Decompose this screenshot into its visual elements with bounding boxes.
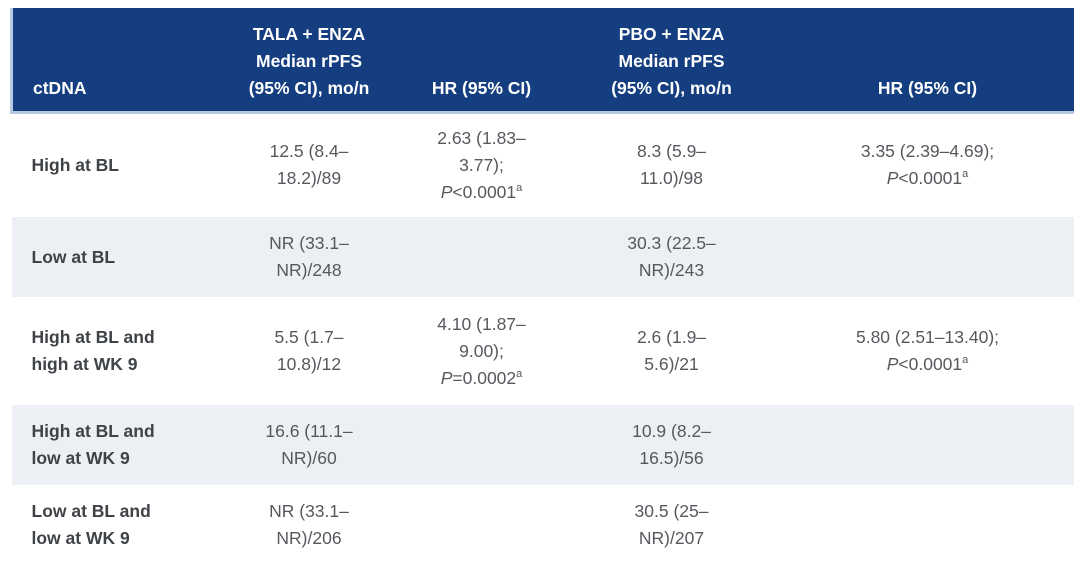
header-pbo-hr: HR (95% CI) (781, 8, 1074, 114)
tala-hr-cell: 4.10 (1.87– 9.00); P=0.0002a (437, 313, 526, 388)
header-pbo-median: PBO + ENZA Median rPFS (95% CI), mo/n (561, 8, 782, 114)
row-label: High at BL (31, 154, 120, 175)
row-label: Low at BL (31, 246, 116, 267)
pbo-median-cell: 2.6 (1.9– 5.6)/21 (636, 327, 707, 374)
pbo-median-cell: 30.3 (22.5– NR)/243 (627, 233, 716, 280)
tala-hr-cell (402, 405, 562, 485)
header-pbo-line1: PBO + ENZA (618, 23, 725, 44)
tala-hr-cell (402, 217, 562, 297)
header-tala-hr: HR (95% CI) (401, 8, 562, 114)
tala-median-cell: NR (33.1– NR)/248 (269, 233, 349, 280)
header-tala-median: TALA + ENZA Median rPFS (95% CI), mo/n (216, 8, 402, 114)
header-tala-line2: Median rPFS (256, 50, 362, 71)
table-row-low-bl-low-wk9: Low at BL and low at WK 9 NR (33.1– NR)/… (12, 485, 1074, 565)
table-row-high-at-bl: High at BL 12.5 (8.4– 18.2)/89 2.63 (1.8… (12, 112, 1074, 217)
table-row-low-at-bl: Low at BL NR (33.1– NR)/248 30.3 (22.5– … (11, 217, 1074, 297)
row-label: High at BL and high at WK 9 (31, 327, 155, 374)
pbo-hr-cell (782, 217, 1074, 297)
pbo-hr-cell: 3.35 (2.39–4.69); P<0.0001a (860, 141, 995, 189)
ctdna-rpfs-table-container: ctDNA TALA + ENZA Median rPFS (95% CI), … (10, 8, 1074, 565)
header-pbo-line3: (95% CI), mo/n (611, 77, 732, 98)
table-row-high-bl-high-wk9: High at BL and high at WK 9 5.5 (1.7– 10… (12, 297, 1074, 405)
tala-median-cell: 5.5 (1.7– 10.8)/12 (274, 327, 344, 374)
header-tala-line1: TALA + ENZA (252, 23, 366, 44)
tala-median-cell: 12.5 (8.4– 18.2)/89 (269, 141, 349, 189)
tala-median-cell: NR (33.1– NR)/206 (269, 501, 349, 548)
header-tala-line3: (95% CI), mo/n (248, 77, 370, 98)
header-row: ctDNA TALA + ENZA Median rPFS (95% CI), … (10, 8, 1074, 114)
header-ctdna: ctDNA (10, 8, 217, 114)
pbo-median-cell: 30.5 (25– NR)/207 (634, 501, 709, 548)
table-header: ctDNA TALA + ENZA Median rPFS (95% CI), … (10, 8, 1074, 114)
pbo-hr-cell (782, 485, 1074, 565)
tala-median-cell: 16.6 (11.1– NR)/60 (265, 421, 353, 468)
tala-hr-cell: 2.63 (1.83– 3.77); P<0.0001a (437, 127, 526, 202)
table-row-high-bl-low-wk9: High at BL and low at WK 9 16.6 (11.1– N… (11, 405, 1074, 485)
pbo-median-cell: 8.3 (5.9– 11.0)/98 (636, 141, 707, 189)
tala-hr-cell (402, 485, 562, 565)
pbo-hr-cell: 5.80 (2.51–13.40); P<0.0001a (855, 327, 1000, 374)
header-pbo-line2: Median rPFS (618, 50, 725, 71)
row-label: Low at BL and low at WK 9 (31, 501, 151, 548)
pbo-median-cell: 10.9 (8.2– 16.5)/56 (632, 421, 711, 468)
row-label: High at BL and low at WK 9 (31, 421, 155, 468)
table-body: High at BL 12.5 (8.4– 18.2)/89 2.63 (1.8… (11, 112, 1074, 565)
pbo-hr-cell (782, 405, 1074, 485)
ctdna-rpfs-table: ctDNA TALA + ENZA Median rPFS (95% CI), … (10, 8, 1074, 565)
